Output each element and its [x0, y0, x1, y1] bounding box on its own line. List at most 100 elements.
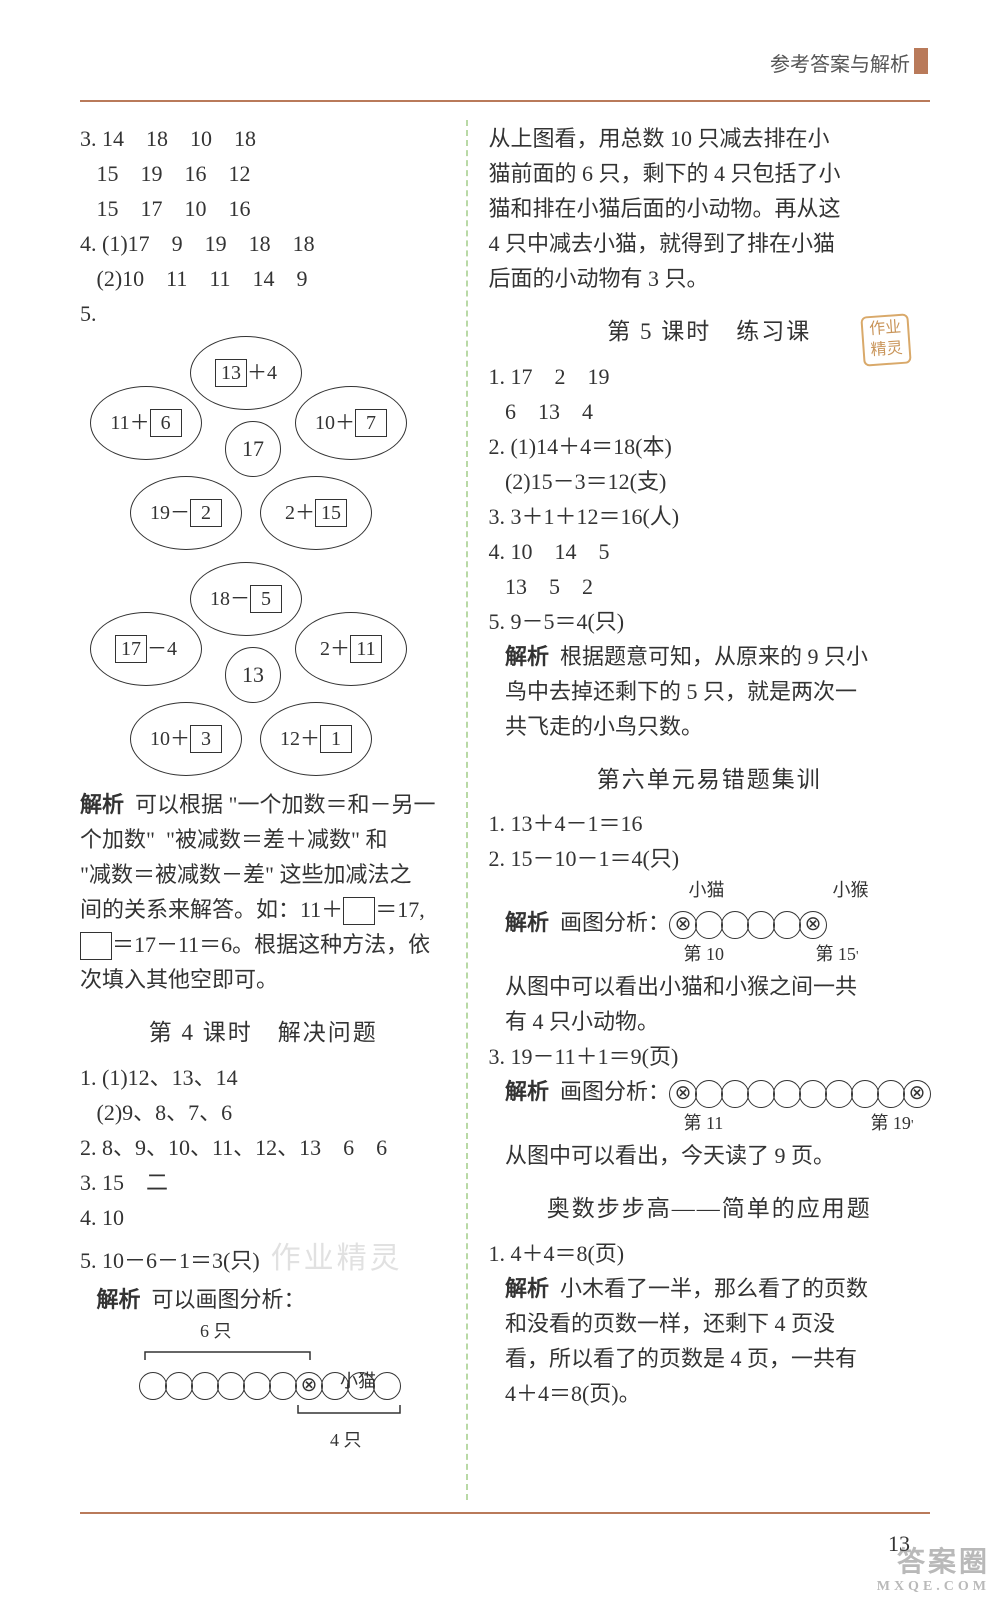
s5-q3: 3. 3＋1＋12＝16(人) [488, 500, 930, 533]
circle-icon [217, 1372, 245, 1400]
header-accent [914, 48, 928, 74]
s4-q1b: (2)9、8、7、6 [80, 1096, 446, 1129]
circle-icon [747, 911, 775, 939]
petal-box: 11 [350, 635, 382, 663]
stamp-icon: 作业 精灵 [860, 313, 911, 366]
dia-top-label: 6 只 [200, 1321, 232, 1341]
cont-l5: 后面的小动物有 3 只。 [488, 262, 930, 295]
lbl-19: 第 19' [758, 1110, 913, 1137]
q4-row2: (2)10 11 11 14 9 [80, 262, 446, 295]
u6-q2: 2. 15－10－1＝4(只) [488, 842, 930, 875]
petal-pre: 10＋ [315, 412, 355, 434]
analysis-label: 解析 [505, 644, 549, 669]
petal: 13＋4 [190, 336, 302, 410]
petal: 2＋15 [260, 476, 372, 550]
petal: 12＋1 [260, 702, 372, 776]
circle-icon [747, 1080, 775, 1108]
s5-q4b: 13 5 2 [488, 570, 930, 603]
circle-icon [877, 1080, 905, 1108]
s5-q1a: 1. 17 2 19 [488, 360, 930, 393]
flower-center: 17 [225, 421, 281, 477]
q5-label: 5. [80, 297, 446, 330]
u6-a2: 解析 画图分析：⊗⊗ [488, 906, 930, 939]
flower-diagram-2: 18－5 2＋11 12＋1 10＋3 17－4 13 [90, 562, 420, 782]
cont-l2: 猫前面的 6 只，剩下的 4 只包括了小 [488, 157, 930, 190]
petal: 18－5 [190, 562, 302, 636]
section-title: 第六单元易错题集训 [488, 763, 930, 798]
petal: 10＋7 [295, 386, 407, 460]
ao-a1d: 4＋4＝8(页)。 [488, 1377, 930, 1410]
wm-sub: MXQE.COM [877, 1579, 990, 1594]
s4-q1a: 1. (1)12、13、14 [80, 1061, 446, 1094]
petal-box: 1 [320, 725, 352, 753]
s5-a5c: 共飞走的小鸟只数。 [488, 710, 930, 743]
petal-post: －4 [147, 638, 177, 660]
page-header: 参考答案与解析 [770, 50, 910, 80]
circle-icon [165, 1372, 193, 1400]
u6-a3b: 从图中可以看出，今天读了 9 页。 [488, 1139, 930, 1172]
circle-x-icon: ⊗ [669, 1080, 697, 1108]
section-title: 第 4 课时 解决问题 [80, 1016, 446, 1051]
analysis-line: 间的关系来解答。如：11＋ ＝17, [80, 893, 446, 926]
circle-icon [773, 1080, 801, 1108]
petal-pre: 11＋ [110, 412, 149, 434]
petal: 10＋3 [130, 702, 242, 776]
petal-box: 15 [315, 499, 347, 527]
petal-box: 17 [115, 635, 147, 663]
flower-center: 13 [225, 647, 281, 703]
circle-icon [695, 1080, 723, 1108]
wm-main: 答案圈 [897, 1547, 990, 1578]
u6-a2b: 从图中可以看出小猫和小猴之间一共 [488, 970, 930, 1003]
circle-icon [773, 911, 801, 939]
s4-a5: 解析 可以画图分析： [80, 1283, 446, 1316]
petal-pre: 10＋ [150, 728, 190, 750]
page: 参考答案与解析 3. 14 18 10 18 15 19 16 12 15 17… [0, 0, 1000, 1600]
u6-a3: 解析 画图分析：⊗⊗ [488, 1075, 930, 1108]
left-column: 3. 14 18 10 18 15 19 16 12 15 17 10 16 4… [80, 120, 446, 1500]
column-divider [466, 120, 468, 1500]
circle-icon [139, 1372, 167, 1400]
ao-a1b: 和没看的页数一样，还剩下 4 页没 [488, 1307, 930, 1340]
ao-a1a: 解析 小木看了一半，那么看了的页数 [488, 1272, 930, 1305]
u6-q3: 3. 19－11＋1＝9(页) [488, 1040, 930, 1073]
circle-icon [191, 1372, 219, 1400]
circle-icon [695, 911, 723, 939]
analysis-label: 解析 [505, 910, 549, 935]
petal-pre: 2＋ [285, 502, 315, 524]
circle-icon [373, 1372, 401, 1400]
petal-pre: 19－ [150, 502, 190, 524]
analysis-line: 次填入其他空即可。 [80, 963, 446, 996]
dia-bot-label: 4 只 [330, 1430, 362, 1450]
analysis-label: 解析 [505, 1276, 549, 1301]
petal: 11＋6 [90, 386, 202, 460]
circle-icon [799, 1080, 827, 1108]
columns: 3. 14 18 10 18 15 19 16 12 15 17 10 16 4… [80, 120, 930, 1500]
s5-q2a: 2. (1)14＋4＝18(本) [488, 430, 930, 463]
analysis-label: 解析 [505, 1079, 549, 1104]
stamp-l2: 精灵 [870, 339, 903, 362]
s4-q2: 2. 8、9、10、11、12、13 6 6 [80, 1131, 446, 1164]
circle-x-icon: ⊗ [669, 911, 697, 939]
analysis-label: 解析 [97, 1287, 141, 1312]
lbl-10: 第 10 [683, 941, 758, 968]
analysis-line: 解析 可以根据 "一个加数＝和－另一 [80, 788, 446, 821]
s5-a5b: 鸟中去掉还剩下的 5 只，就是两次一 [488, 675, 930, 708]
s4-q5: 5. 10－6－1＝3(只) 作业精灵 [80, 1236, 446, 1281]
circle-icon [851, 1080, 879, 1108]
petal: 2＋11 [295, 612, 407, 686]
circle-row: ⊗ [140, 1372, 446, 1401]
ao-q1: 1. 4＋4＝8(页) [488, 1237, 930, 1270]
circle-icon [721, 911, 749, 939]
circle-icon [269, 1372, 297, 1400]
petal-box: 2 [190, 499, 222, 527]
blank-box [80, 932, 112, 960]
lbl-monkey: 小猴 [768, 877, 868, 904]
s5-q4a: 4. 10 14 5 [488, 535, 930, 568]
analysis-line: "减数＝被减数－差" 这些加减法之 [80, 858, 446, 891]
u6-a2c: 有 4 只小动物。 [488, 1005, 930, 1038]
lbl-11: 第 11 [683, 1110, 758, 1137]
bracket-top-icon [140, 1348, 380, 1364]
q3-row3: 15 17 10 16 [80, 192, 446, 225]
q4-row1: 4. (1)17 9 19 18 18 [80, 227, 446, 260]
ao-a1c: 看，所以看了的页数是 4 页，一共有 [488, 1342, 930, 1375]
